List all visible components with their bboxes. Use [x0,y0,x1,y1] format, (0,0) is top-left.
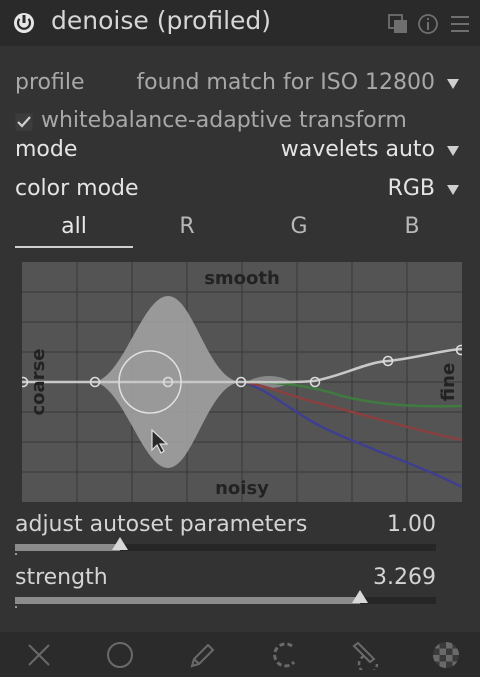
profile-combobox[interactable]: profile found match for ISO 12800 [15,70,465,100]
mode-combobox[interactable]: mode wavelets auto [15,137,465,167]
adjust-autoset-value: 1.00 [387,512,436,537]
menu-icon[interactable] [449,13,471,35]
power-icon[interactable] [12,11,36,35]
slider-fill [15,597,360,604]
mode-label: mode [15,137,78,162]
tab-all[interactable]: all [61,214,87,239]
whitebalance-checkbox-row[interactable]: whitebalance-adaptive transform [15,108,465,138]
checker-icon[interactable] [431,640,461,670]
mask-toolbar [0,632,480,677]
drawn-brush-icon[interactable] [350,640,380,670]
slider-tick [15,606,17,608]
reset-icon[interactable] [417,13,439,35]
active-tab-underline [15,246,133,248]
curve-node[interactable] [22,376,29,388]
graph-top-label: smooth [204,268,280,289]
mode-value: wavelets auto [280,137,435,162]
whitebalance-label: whitebalance-adaptive transform [41,108,407,133]
dropdown-arrow-icon [447,146,459,156]
mouse-cursor-icon [151,428,169,454]
tab-b[interactable]: B [404,214,420,239]
close-icon[interactable] [24,640,54,670]
curve-all [22,347,462,384]
profile-label: profile [15,70,85,95]
strength-slider[interactable] [15,590,436,608]
checkbox-checked-icon[interactable] [15,113,33,131]
slider-fill [15,544,120,551]
curve-blue [243,380,462,489]
color-mode-label: color mode [15,176,139,201]
adjust-autoset-slider[interactable] [15,537,436,555]
channel-tabs: all R G B [15,214,465,250]
curve-node[interactable] [309,376,321,388]
brush-icon[interactable] [270,640,300,670]
curve-red [243,380,462,442]
tab-g[interactable]: G [290,214,308,239]
adjust-autoset-label: adjust autoset parameters [15,512,308,537]
slider-thumb[interactable] [352,590,368,603]
pencil-icon[interactable] [187,640,217,670]
circle-icon[interactable] [105,640,135,670]
profile-value: found match for ISO 12800 [136,70,435,95]
presets-icon[interactable] [387,13,409,35]
curve-node[interactable] [455,344,463,356]
tab-r[interactable]: R [179,214,195,239]
slider-thumb[interactable] [112,537,128,550]
graph-right-label: fine [438,363,459,401]
graph-bottom-label: noisy [215,478,269,499]
wavelet-curve-editor[interactable]: smooth noisy coarse fine [22,262,462,502]
module-header: denoise (profiled) [0,0,480,46]
strength-label: strength [15,565,108,590]
dropdown-arrow-icon [447,185,459,195]
graph-left-label: coarse [28,349,49,416]
module-title: denoise (profiled) [51,6,272,35]
slider-tick [15,553,17,555]
curve-node[interactable] [235,376,247,388]
curve-node[interactable] [89,376,101,388]
color-mode-value: RGB [387,176,435,201]
dropdown-arrow-icon [447,79,459,89]
curve-node[interactable] [382,355,394,367]
brush-radius-circle [118,350,182,414]
curve-node[interactable] [162,376,174,388]
strength-value: 3.269 [373,565,436,590]
color-mode-combobox[interactable]: color mode RGB [15,176,465,206]
